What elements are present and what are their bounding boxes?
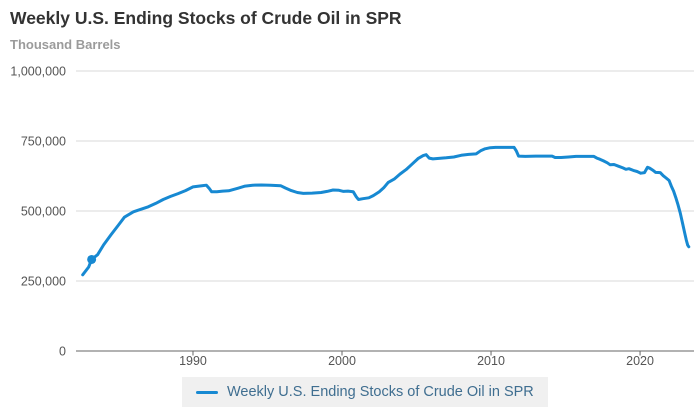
x-tick-label-2020: 2020: [626, 354, 654, 368]
highlighted-point-marker: [87, 254, 97, 264]
y-tick-label-500000: 500,000: [21, 205, 66, 219]
y-tick-label-1000000: 1,000,000: [10, 65, 66, 79]
x-tick-label-2010: 2010: [477, 354, 505, 368]
x-tick-label-1990: 1990: [179, 354, 207, 368]
legend-label: Weekly U.S. Ending Stocks of Crude Oil i…: [227, 384, 534, 400]
y-tick-label-250000: 250,000: [21, 275, 66, 289]
chart-title: Weekly U.S. Ending Stocks of Crude Oil i…: [10, 8, 402, 28]
y-tick-label-0: 0: [59, 345, 66, 359]
x-tick-label-2000: 2000: [328, 354, 356, 368]
series-line: [81, 145, 691, 277]
chart-units-label: Thousand Barrels: [10, 37, 121, 52]
y-tick-label-750000: 750,000: [21, 135, 66, 149]
legend-item-spr-stocks[interactable]: Weekly U.S. Ending Stocks of Crude Oil i…: [182, 377, 548, 407]
legend-line-swatch-icon: [196, 390, 218, 394]
